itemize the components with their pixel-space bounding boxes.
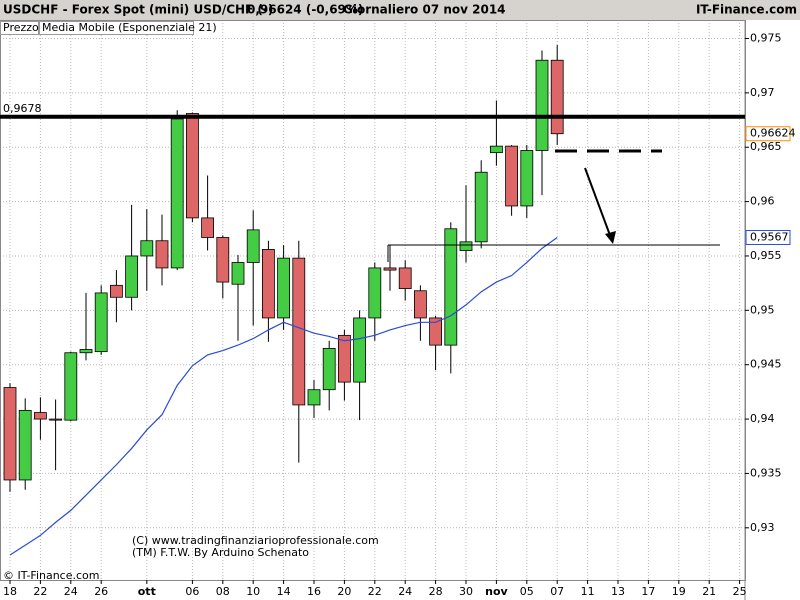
candle-body bbox=[489, 145, 503, 154]
x-tick-label: 07 bbox=[550, 585, 564, 598]
x-tick-label: 17 bbox=[641, 585, 655, 598]
x-tick-label: nov bbox=[485, 585, 508, 598]
candle-body bbox=[18, 409, 32, 481]
candle-body bbox=[185, 113, 199, 219]
candle-body bbox=[505, 145, 519, 207]
y-tick-label: 0,96 bbox=[750, 195, 775, 208]
candle-body bbox=[444, 228, 458, 346]
candle-body bbox=[383, 267, 397, 271]
x-tick-label: 22 bbox=[33, 585, 47, 598]
x-tick-label: 20 bbox=[337, 585, 351, 598]
y-tick-label: 0,945 bbox=[750, 358, 782, 371]
x-tick-label: ott bbox=[138, 585, 156, 598]
legend-box bbox=[0, 21, 39, 35]
candle-body bbox=[353, 317, 367, 383]
x-tick-label: 24 bbox=[64, 585, 78, 598]
x-tick-label: 06 bbox=[185, 585, 199, 598]
candle-body bbox=[292, 257, 306, 406]
x-tick-label: 24 bbox=[398, 585, 412, 598]
source: IT-Finance.com bbox=[696, 3, 797, 17]
candle-body bbox=[459, 241, 473, 251]
candle-body bbox=[261, 249, 275, 319]
candle-body bbox=[3, 387, 17, 481]
x-tick-label: 13 bbox=[611, 585, 625, 598]
candle-body bbox=[201, 217, 215, 238]
x-tick-label: 26 bbox=[94, 585, 108, 598]
candle-body bbox=[413, 290, 427, 319]
quote: 0,96624 (-0,69%) bbox=[247, 3, 363, 17]
ema-tag: 0,9567 bbox=[750, 230, 789, 243]
candle-body bbox=[322, 347, 336, 391]
x-tick-label: 10 bbox=[246, 585, 260, 598]
candle-body bbox=[125, 255, 138, 298]
y-tick-label: 0,97 bbox=[750, 86, 775, 99]
arrow-head bbox=[605, 231, 616, 244]
candle-body bbox=[110, 284, 123, 298]
x-tick-label: 21 bbox=[702, 585, 716, 598]
x-tick-label: 05 bbox=[520, 585, 534, 598]
x-tick-label: 30 bbox=[459, 585, 473, 598]
candle-body bbox=[155, 240, 169, 269]
candle-body bbox=[520, 150, 534, 207]
candle-body bbox=[277, 257, 291, 319]
y-tick-label: 0,935 bbox=[750, 466, 782, 479]
y-tick-label: 0,955 bbox=[750, 249, 782, 262]
x-tick-label: 19 bbox=[672, 585, 686, 598]
period: Giornaliero 07 nov 2014 bbox=[343, 3, 506, 17]
candle-body bbox=[550, 59, 564, 135]
marks bbox=[3, 45, 564, 556]
candle-body bbox=[337, 334, 351, 383]
level-label: 0,9678 bbox=[3, 102, 42, 115]
candle-body bbox=[170, 118, 184, 269]
price-tag: 0,96624 bbox=[750, 127, 796, 140]
copyright: © IT-Finance.com bbox=[3, 569, 100, 582]
legend-entry: Media Mobile (Esponenziale 21) bbox=[42, 21, 217, 34]
legend-box bbox=[39, 21, 194, 35]
candle-body bbox=[246, 229, 260, 263]
header-bar bbox=[0, 0, 800, 20]
x-tick-label: 18 bbox=[3, 585, 17, 598]
x-tick-label: 11 bbox=[581, 585, 595, 598]
candle-body bbox=[307, 389, 321, 406]
watermark: (C) www.tradingfinanziarioprofessionale.… bbox=[132, 534, 379, 547]
price-tag-box bbox=[745, 126, 791, 142]
candle-body bbox=[140, 240, 154, 257]
ema-tag-box bbox=[745, 229, 791, 245]
candle-body bbox=[535, 59, 549, 151]
x-tick-label: 16 bbox=[307, 585, 321, 598]
candle-body bbox=[398, 267, 412, 289]
candle-body bbox=[64, 352, 78, 421]
candle-body bbox=[34, 412, 47, 420]
arrow bbox=[584, 167, 612, 239]
candle-body bbox=[79, 349, 93, 354]
candle-body bbox=[216, 237, 230, 283]
y-tick-label: 0,965 bbox=[750, 140, 782, 153]
y-tick-label: 0,975 bbox=[750, 31, 782, 44]
x-tick-label: 22 bbox=[368, 585, 382, 598]
x-tick-label: 25 bbox=[733, 585, 747, 598]
watermark: (TM) F.T.W. By Arduino Schenato bbox=[132, 546, 309, 559]
candle-body bbox=[94, 292, 108, 353]
candle-body bbox=[474, 171, 488, 243]
chart-title: USDCHF - Forex Spot (mini) USD/CHF (-) bbox=[3, 3, 273, 17]
y-tick-label: 0,93 bbox=[750, 521, 775, 534]
candle-body bbox=[368, 267, 382, 319]
x-tick-label: 28 bbox=[429, 585, 443, 598]
x-tick-label: 08 bbox=[216, 585, 230, 598]
candle-body bbox=[231, 262, 245, 285]
x-tick-label: 14 bbox=[277, 585, 291, 598]
candle-body bbox=[49, 418, 62, 421]
y-tick-label: 0,95 bbox=[750, 303, 775, 316]
legend-entry: Prezzo bbox=[3, 21, 39, 34]
y-tick-label: 0,94 bbox=[750, 412, 775, 425]
ema-line bbox=[9, 236, 558, 556]
candle-body bbox=[429, 317, 443, 346]
